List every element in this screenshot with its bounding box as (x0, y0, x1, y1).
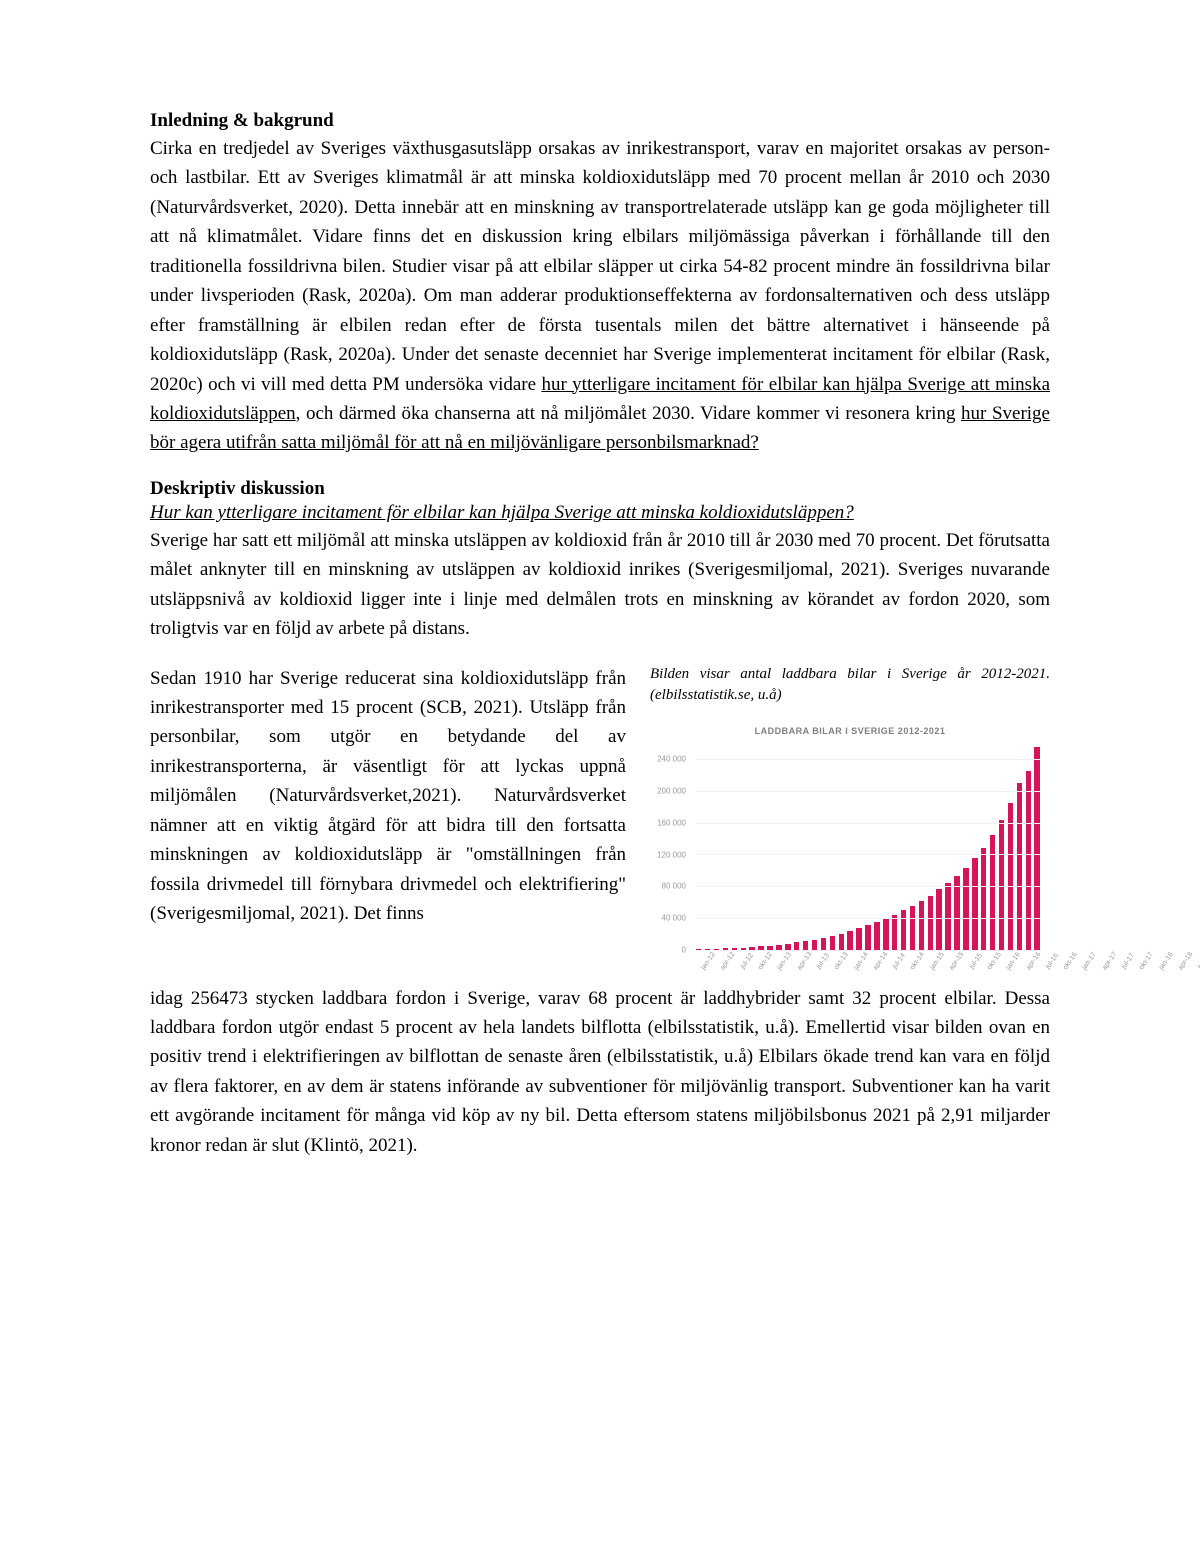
chart-bar (1026, 771, 1031, 949)
chart-bar (794, 942, 799, 949)
chart-bar (830, 936, 835, 949)
chart-gridline (696, 791, 1040, 792)
chart-bar (865, 925, 870, 950)
wrap-row: Sedan 1910 har Sverige reducerat sina ko… (150, 664, 1050, 980)
chart-bar (874, 922, 879, 950)
chart-y-label: 40 000 (662, 913, 686, 922)
chart-bar (803, 941, 808, 949)
chart-bar (821, 938, 826, 949)
chart-gridline (696, 823, 1040, 824)
chart-bar (928, 896, 933, 950)
heading-discussion: Deskriptiv diskussion (150, 478, 1050, 500)
chart-bar (883, 918, 888, 949)
chart-gridline (696, 854, 1040, 855)
chart-y-label: 0 (682, 945, 686, 954)
chart-y-label: 120 000 (657, 850, 686, 859)
bar-chart: LADDBARA BILAR I SVERIGE 2012-2021 0 40 0… (650, 720, 1050, 980)
document-page: Inledning & bakgrund Cirka en tredjedel … (0, 0, 1200, 1553)
chart-bar (1017, 783, 1022, 949)
chart-bar (1008, 803, 1013, 950)
chart-y-label: 80 000 (662, 882, 686, 891)
chart-x-labels: jan-12apr-12jul-12okt-12jan-13apr-13jul-… (696, 952, 1040, 980)
chart-gridline (696, 886, 1040, 887)
chart-bar (1034, 747, 1039, 950)
chart-plot-area (696, 744, 1040, 950)
chart-bar (990, 835, 995, 949)
chart-gridline (696, 950, 1040, 951)
chart-bar (945, 883, 950, 950)
paragraph-after-wrap: idag 256473 stycken laddbara fordon i Sv… (150, 984, 1050, 1161)
chart-bar (963, 868, 968, 950)
left-column: Sedan 1910 har Sverige reducerat sina ko… (150, 664, 626, 929)
discussion-question: Hur kan ytterligare incitament för elbil… (150, 502, 1050, 524)
chart-y-label: 160 000 (657, 818, 686, 827)
chart-bar (936, 889, 941, 949)
chart-bar (910, 906, 915, 950)
chart-bar (981, 848, 986, 949)
chart-bar (919, 901, 924, 949)
chart-bar (839, 934, 844, 950)
chart-bar (972, 858, 977, 949)
chart-gridline (696, 759, 1040, 760)
figure-box: Bilden visar antal laddbara bilar i Sver… (650, 664, 1050, 980)
chart-bar (856, 928, 861, 949)
chart-y-labels: 040 00080 000120 000160 000200 000240 00… (650, 744, 690, 950)
chart-title: LADDBARA BILAR I SVERIGE 2012-2021 (650, 726, 1050, 736)
intro-text-mid: , och därmed öka chanserna att nå miljöm… (296, 403, 961, 424)
paragraph-left-wrap: Sedan 1910 har Sverige reducerat sina ko… (150, 664, 626, 929)
chart-bar (812, 940, 817, 950)
heading-intro: Inledning & bakgrund (150, 110, 1050, 132)
chart-bar (999, 820, 1004, 949)
chart-y-label: 240 000 (657, 755, 686, 764)
chart-bar (901, 910, 906, 949)
chart-y-label: 200 000 (657, 787, 686, 796)
paragraph-intro: Cirka en tredjedel av Sveriges växthusga… (150, 134, 1050, 458)
figure-caption: Bilden visar antal laddbara bilar i Sver… (650, 664, 1050, 706)
intro-text-pre: Cirka en tredjedel av Sveriges växthusga… (150, 138, 1050, 395)
chart-bar (892, 915, 897, 950)
chart-bar (847, 931, 852, 950)
chart-gridline (696, 918, 1040, 919)
paragraph-discussion: Sverige har satt ett miljömål att minska… (150, 526, 1050, 644)
